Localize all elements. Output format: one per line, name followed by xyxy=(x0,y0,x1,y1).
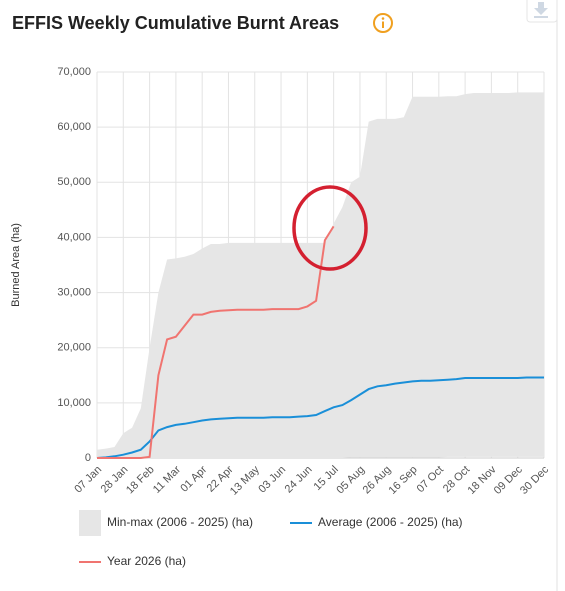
x-tick-label: 24 Jun xyxy=(283,464,315,496)
x-tick-label: 18 Feb xyxy=(124,464,157,497)
x-tick-label: 16 Sep xyxy=(387,464,420,497)
x-tick-label: 01 Apr xyxy=(178,463,209,494)
legend-item[interactable]: Min-max (2006 - 2025) (ha) xyxy=(79,510,253,536)
legend-item[interactable]: Year 2026 (ha) xyxy=(79,554,186,568)
y-axis-label: Burned Area (ha) xyxy=(10,223,22,307)
legend-label: Average (2006 - 2025) (ha) xyxy=(318,515,463,529)
legend-swatch xyxy=(79,510,101,536)
x-tick-label: 13 May xyxy=(228,463,262,497)
x-tick-label: 11 Mar xyxy=(151,463,183,495)
legend-label: Min-max (2006 - 2025) (ha) xyxy=(107,515,253,529)
y-tick-label: 10,000 xyxy=(57,397,91,409)
legend-item[interactable]: Average (2006 - 2025) (ha) xyxy=(290,515,463,529)
x-tick-label: 07 Oct xyxy=(415,464,446,495)
y-tick-label: 60,000 xyxy=(57,121,91,133)
legend-label: Year 2026 (ha) xyxy=(107,554,186,568)
y-tick-label: 0 xyxy=(85,452,91,464)
y-tick-label: 30,000 xyxy=(57,286,91,298)
x-tick-label: 05 Aug xyxy=(334,464,367,497)
series-line xyxy=(96,376,544,459)
x-tick-label: 30 Dec xyxy=(518,463,551,496)
download-button[interactable] xyxy=(526,0,558,23)
info-icon[interactable] xyxy=(373,13,393,33)
y-tick-label: 70,000 xyxy=(57,66,91,78)
x-tick-label: 03 Jun xyxy=(256,464,288,496)
series-line xyxy=(97,225,335,459)
chart-title: EFFIS Weekly Cumulative Burnt Areas xyxy=(12,13,339,33)
y-tick-label: 40,000 xyxy=(57,231,91,243)
x-tick-label: 07 Jan xyxy=(72,464,104,496)
highlight-circle xyxy=(292,185,368,271)
y-tick-label: 50,000 xyxy=(57,176,91,188)
y-tick-label: 20,000 xyxy=(57,342,91,354)
